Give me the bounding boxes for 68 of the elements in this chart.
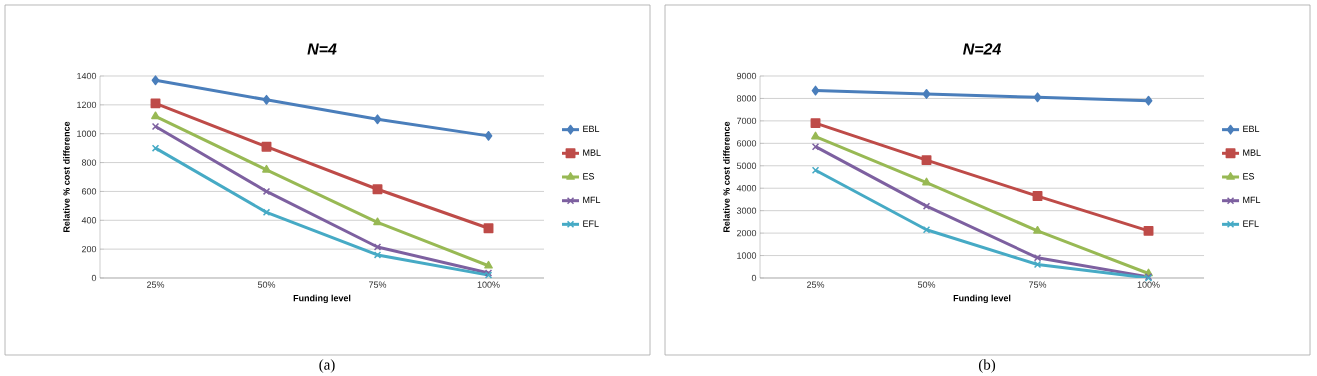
point [262,164,271,173]
y-tick-label: 2000 [737,229,757,237]
legend-label: MBL [1243,149,1261,156]
point [1144,95,1153,106]
point [484,130,493,141]
x-tick-label: 50% [257,281,276,288]
point [922,88,931,99]
point [1033,92,1042,103]
legend-label: EFL [583,220,599,227]
x-tick-label: 50% [917,281,936,288]
x-tick-label: 75% [368,281,387,288]
y-tick-label: 1200 [77,101,97,108]
point [811,131,820,140]
point [261,141,272,152]
legend-label: EFL [1243,220,1259,227]
chart-title: N=24 [963,43,1002,55]
legend-label: MFL [1243,196,1261,203]
point [483,223,494,234]
y-tick-label: 0 [91,274,97,282]
legend-label: ES [1243,173,1255,180]
y-tick-label: 1000 [737,252,757,259]
point [484,260,493,269]
y-tick-label: 600 [81,188,97,195]
point [150,98,161,109]
point [921,155,932,166]
point [1032,191,1043,201]
point [1143,225,1154,236]
y-tick-label: 0 [751,274,757,282]
legend-label: MFL [583,196,601,203]
y-tick-label: 6000 [737,140,757,147]
x-tick-label: 25% [146,281,165,288]
y-axis-title: Relative % cost difference [723,121,730,232]
x-axis-title: Funding level [953,294,1011,304]
legend-label: ES [583,173,595,180]
y-tick-label: 7000 [737,117,757,125]
point [1033,225,1042,234]
point [373,114,382,125]
point [372,184,383,195]
legend-label: EBL [583,125,600,132]
y-tick-label: 8000 [736,95,757,102]
x-tick-label: 25% [807,281,825,288]
y-tick-label: 1400 [77,72,97,80]
point [262,94,271,105]
y-tick-label: 400 [81,217,97,224]
y-tick-label: 4000 [736,184,757,192]
legend-label: EBL [1243,125,1260,132]
y-tick-label: 5000 [736,162,757,169]
point [373,217,382,226]
y-tick-label: 9000 [736,72,757,80]
y-axis-title: Relative % cost difference [63,121,70,232]
chart-title: N=4 [307,43,337,55]
text: (a) [319,359,335,373]
x-axis-title: Funding level [293,294,351,304]
point [922,177,931,186]
point [151,111,160,120]
x-tick-label: 100% [477,281,500,288]
point [151,75,160,86]
x-tick-label: 100% [1137,281,1160,288]
x-tick-label: 75% [1029,281,1047,288]
point [810,118,821,129]
y-tick-label: 3000 [736,207,757,214]
y-tick-label: 200 [81,245,97,253]
point [151,122,160,131]
y-tick-label: 800 [81,159,97,166]
text: (b) [978,359,996,373]
point [811,85,820,96]
y-tick-label: 1000 [77,130,97,137]
legend-label: MBL [583,149,601,156]
